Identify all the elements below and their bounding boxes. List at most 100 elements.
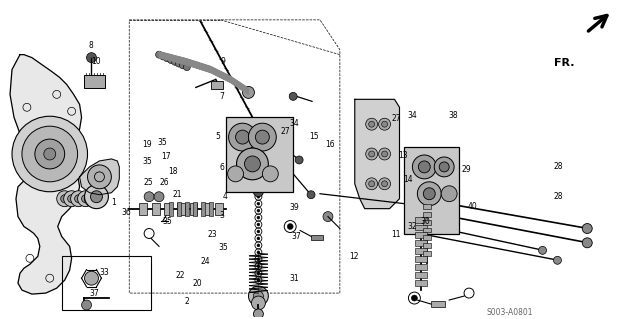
Circle shape	[81, 300, 92, 310]
Bar	[84, 75, 106, 88]
Circle shape	[81, 195, 90, 203]
Circle shape	[61, 195, 68, 203]
Circle shape	[257, 265, 260, 268]
Text: 16: 16	[324, 140, 334, 149]
Circle shape	[164, 55, 170, 62]
Circle shape	[441, 186, 457, 202]
Polygon shape	[79, 159, 119, 195]
Circle shape	[243, 86, 255, 98]
Text: 5: 5	[216, 132, 221, 141]
Text: 4: 4	[222, 192, 227, 201]
Circle shape	[156, 51, 163, 58]
Circle shape	[252, 296, 266, 310]
Circle shape	[381, 121, 388, 127]
Bar	[201, 202, 205, 216]
Circle shape	[237, 148, 268, 180]
Text: 18: 18	[168, 167, 177, 176]
Circle shape	[379, 148, 390, 160]
Bar	[177, 203, 185, 215]
Circle shape	[435, 157, 454, 177]
Text: 31: 31	[290, 274, 300, 283]
Text: 24: 24	[201, 257, 211, 266]
Circle shape	[582, 238, 592, 248]
Circle shape	[289, 93, 297, 100]
Text: 35: 35	[163, 217, 172, 226]
Text: 11: 11	[392, 230, 401, 239]
Text: 20: 20	[193, 279, 202, 288]
Circle shape	[412, 295, 417, 301]
Text: 29: 29	[461, 165, 471, 174]
Bar	[139, 203, 147, 215]
Circle shape	[84, 191, 100, 207]
Text: 27: 27	[392, 114, 401, 123]
Circle shape	[257, 272, 260, 275]
Circle shape	[257, 230, 260, 233]
Text: 25: 25	[143, 178, 153, 187]
Circle shape	[262, 166, 278, 182]
Circle shape	[257, 202, 260, 205]
Bar	[311, 235, 323, 241]
Bar	[415, 256, 428, 262]
Text: FR.: FR.	[554, 58, 575, 68]
Circle shape	[172, 58, 179, 65]
Circle shape	[70, 191, 86, 207]
Text: 23: 23	[207, 230, 217, 239]
Bar	[209, 202, 212, 216]
Text: 35: 35	[218, 243, 228, 252]
Circle shape	[369, 181, 374, 187]
Polygon shape	[186, 59, 211, 72]
Bar	[423, 204, 431, 209]
Circle shape	[423, 188, 435, 200]
Bar	[404, 147, 459, 234]
Text: 14: 14	[403, 174, 413, 183]
Text: 22: 22	[175, 271, 185, 280]
Bar	[415, 249, 428, 254]
Bar	[226, 117, 293, 192]
Circle shape	[257, 258, 260, 261]
Bar	[189, 203, 198, 215]
Text: 35: 35	[142, 157, 152, 166]
Circle shape	[35, 139, 65, 169]
Text: 10: 10	[92, 57, 101, 66]
Circle shape	[44, 148, 56, 160]
Text: 40: 40	[468, 202, 477, 211]
Circle shape	[175, 60, 182, 67]
Circle shape	[412, 155, 436, 179]
Circle shape	[381, 151, 388, 157]
Text: 37: 37	[90, 289, 99, 298]
Circle shape	[84, 271, 99, 285]
Text: 17: 17	[161, 152, 171, 161]
Text: 38: 38	[449, 111, 458, 120]
Circle shape	[381, 181, 388, 187]
Text: 37: 37	[291, 232, 301, 241]
Text: 35: 35	[157, 138, 167, 147]
Bar	[61, 256, 151, 310]
Bar	[214, 203, 223, 215]
Circle shape	[257, 244, 260, 247]
Circle shape	[369, 121, 374, 127]
Text: 9: 9	[221, 57, 226, 66]
Circle shape	[417, 182, 441, 206]
Circle shape	[365, 148, 378, 160]
Circle shape	[154, 192, 164, 202]
Circle shape	[75, 195, 83, 203]
Circle shape	[184, 64, 190, 70]
Text: 28: 28	[554, 192, 563, 201]
Text: 13: 13	[398, 151, 408, 160]
Bar	[423, 251, 431, 256]
Circle shape	[253, 291, 264, 301]
Text: 28: 28	[554, 162, 563, 171]
Circle shape	[257, 216, 260, 219]
Bar	[423, 235, 431, 241]
Text: 32: 32	[408, 222, 417, 231]
Text: 30: 30	[420, 217, 430, 226]
Circle shape	[84, 185, 108, 209]
Circle shape	[168, 56, 175, 63]
Text: 34: 34	[290, 119, 300, 128]
Circle shape	[248, 286, 268, 306]
Text: 21: 21	[172, 190, 182, 199]
Circle shape	[255, 130, 269, 144]
Text: 12: 12	[349, 252, 358, 261]
Text: 36: 36	[121, 208, 131, 217]
Text: 15: 15	[309, 132, 319, 141]
